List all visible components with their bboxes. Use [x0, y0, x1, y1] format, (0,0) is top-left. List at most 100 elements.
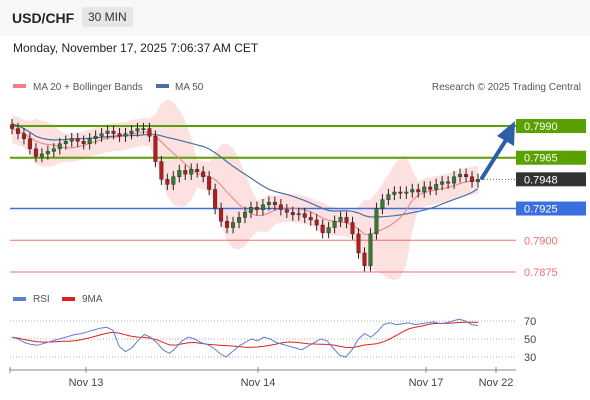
candle	[189, 163, 194, 180]
candle	[260, 199, 265, 216]
candle	[111, 125, 116, 140]
ma20-legend-label: MA 20 + Bollinger Bands	[33, 82, 143, 93]
candle	[254, 201, 259, 216]
candle	[314, 214, 319, 231]
candle	[201, 165, 206, 183]
rsi-tick-30: 30	[524, 352, 536, 364]
level-label-0.7948: 0.7948	[524, 174, 558, 186]
level-label-0.7900: 0.7900	[524, 235, 558, 247]
candle	[219, 202, 224, 227]
x-tick-label: Nov 14	[241, 377, 276, 389]
forecast-arrow-head	[497, 121, 515, 146]
candle	[392, 186, 397, 201]
candle	[213, 183, 218, 215]
candle	[63, 135, 68, 150]
rsi-legend-label: RSI	[33, 294, 50, 305]
candle	[159, 155, 164, 186]
level-tag-0.7925	[516, 201, 586, 216]
bollinger-band	[12, 99, 478, 281]
level-labels-layer: 0.7990 0.7965 0.7948 0.7925 0.7900 0.7875	[516, 119, 586, 279]
candle	[326, 221, 331, 239]
x-tick-label: Nov 17	[409, 377, 444, 389]
candle	[33, 143, 38, 163]
candle	[231, 216, 236, 234]
candle	[410, 183, 415, 198]
candle	[416, 183, 421, 198]
rsi-panel: 30 50 70	[10, 316, 536, 364]
candle	[195, 163, 200, 178]
top-bar: USD/CHF 30 MIN	[0, 0, 590, 36]
candle	[207, 171, 212, 196]
candle	[302, 207, 307, 224]
candle	[350, 216, 355, 240]
candle	[99, 127, 104, 142]
candle	[320, 219, 325, 239]
candle	[177, 164, 182, 183]
level-label-0.7875: 0.7875	[524, 267, 558, 279]
candle	[243, 206, 247, 224]
candle	[338, 211, 343, 227]
candle	[332, 215, 337, 234]
candle	[440, 176, 445, 191]
candle	[135, 122, 140, 137]
candle	[470, 171, 475, 188]
candle	[10, 119, 14, 135]
candle	[39, 148, 44, 163]
candle	[248, 201, 253, 219]
candle	[147, 122, 152, 142]
candle	[272, 196, 277, 211]
ma50-legend-swatch	[156, 84, 169, 88]
candle	[368, 228, 373, 272]
candle	[237, 211, 242, 229]
candle	[404, 186, 409, 199]
forecast-arrow-layer	[480, 121, 515, 180]
candle	[117, 127, 122, 142]
candle	[476, 173, 480, 188]
candle	[21, 127, 26, 145]
candle	[183, 164, 188, 180]
level-tag-0.7965	[516, 150, 586, 165]
candle	[428, 181, 433, 196]
candle	[129, 125, 134, 140]
rsi-ma-legend-label: 9MA	[82, 294, 103, 305]
candle	[45, 145, 50, 160]
candle	[362, 247, 367, 272]
candle	[398, 186, 403, 199]
candle	[123, 127, 128, 142]
x-axis-ticks: Nov 13 Nov 14 Nov 17 Nov 22	[69, 367, 513, 389]
credit-label: Research © 2025 Trading Central	[432, 82, 581, 93]
x-tick-label: Nov 13	[69, 377, 104, 389]
candle	[464, 168, 469, 183]
forecast-arrow-shaft	[480, 138, 508, 180]
candle	[356, 228, 361, 259]
candle	[171, 171, 176, 191]
bollinger-band-layer	[12, 99, 478, 281]
candle	[141, 122, 146, 135]
level-tag-0.7990	[516, 119, 586, 133]
timeframe-badge[interactable]: 30 MIN	[82, 7, 133, 27]
candle	[105, 125, 110, 140]
candle	[446, 176, 451, 189]
rsi-tick-50: 50	[524, 334, 536, 346]
candle	[266, 196, 271, 211]
candle	[15, 122, 20, 140]
candle	[87, 132, 92, 150]
level-label-0.7965: 0.7965	[524, 153, 558, 165]
candle	[81, 135, 86, 150]
ma50-legend-label: MA 50	[175, 82, 204, 93]
symbol-title: USD/CHF	[12, 10, 75, 26]
level-label-0.7925: 0.7925	[524, 204, 558, 216]
rsi-tick-70: 70	[524, 316, 536, 328]
candle	[452, 171, 457, 189]
candle	[57, 138, 62, 155]
level-tag-0.7948	[516, 172, 586, 187]
candle	[27, 132, 32, 155]
ma20-legend-swatch	[13, 84, 26, 88]
candle	[374, 202, 379, 240]
candle	[458, 168, 463, 183]
candle	[75, 132, 80, 147]
rsi-ma-legend-swatch	[62, 297, 75, 301]
rsi-legend-swatch	[13, 297, 26, 301]
candle	[225, 215, 230, 234]
rsi-line	[11, 318, 479, 358]
